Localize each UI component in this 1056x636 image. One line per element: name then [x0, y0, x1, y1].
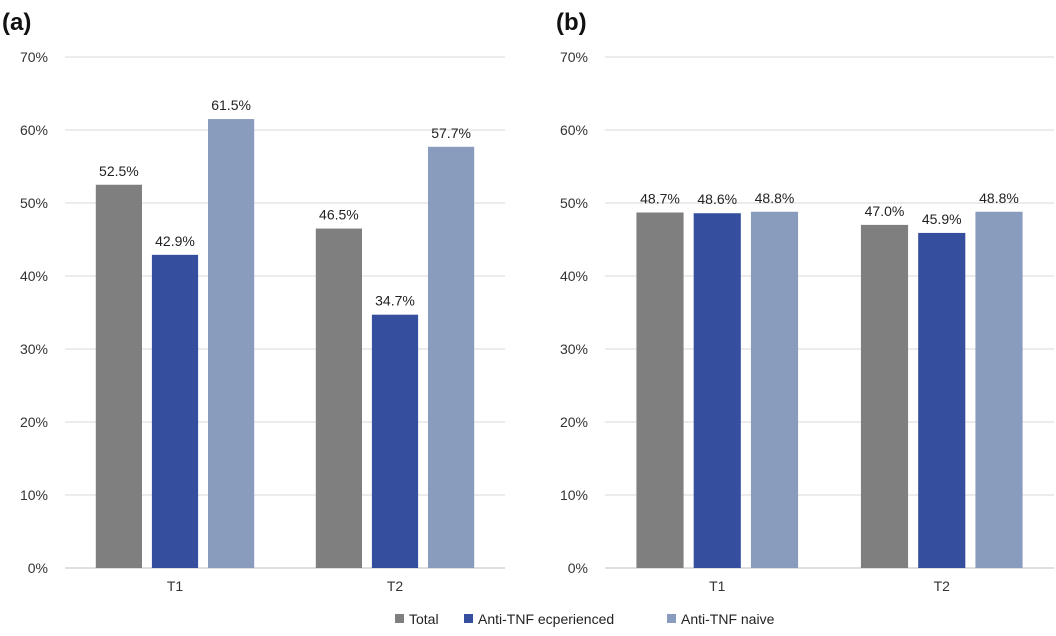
chart-panel-0: (a) 0% 10% 20% 30% 40% 50% 60% 70% 52.5% 42.9% 61.5…	[2, 9, 505, 594]
legend-entry: Anti-TNF ecperienced	[478, 611, 614, 627]
legend-swatch	[667, 614, 676, 623]
bar-anti-tnf-naive-t1	[208, 119, 255, 569]
data-label: 48.6%	[697, 191, 737, 207]
data-label: 42.9%	[155, 233, 195, 249]
bar-total-t1	[636, 212, 684, 569]
x-category-label: T2	[387, 578, 404, 594]
y-tick-label: 10%	[20, 487, 48, 503]
panel-label: (b)	[556, 9, 587, 36]
y-tick-label: 30%	[560, 341, 588, 357]
legend-entry: Anti-TNF naive	[681, 611, 775, 627]
data-label: 34.7%	[375, 293, 415, 309]
y-tick-label: 20%	[20, 414, 48, 430]
y-tick-label: 50%	[20, 195, 48, 211]
bar-anti-tnf-ecperienced-t2	[371, 314, 419, 568]
y-tick-label: 60%	[560, 122, 588, 138]
data-label: 47.0%	[865, 203, 905, 219]
data-label: 48.8%	[755, 190, 795, 206]
data-label: 52.5%	[99, 163, 139, 179]
chart-panel-1: (b) 0% 10% 20% 30% 40% 50% 60% 70% 48.7% 48.6% 48.8…	[556, 9, 1054, 594]
x-category-label: T1	[709, 578, 726, 594]
data-label: 48.8%	[979, 190, 1019, 206]
data-label: 57.7%	[431, 125, 471, 141]
y-tick-label: 30%	[20, 341, 48, 357]
bar-total-t2	[860, 224, 909, 568]
bar-total-t1	[95, 184, 142, 568]
data-label: 61.5%	[211, 97, 251, 113]
bar-total-t2	[315, 228, 362, 569]
y-tick-label: 10%	[560, 487, 588, 503]
y-tick-label: 50%	[560, 195, 588, 211]
y-tick-label: 40%	[20, 268, 48, 284]
y-tick-label: 60%	[20, 122, 48, 138]
bar-anti-tnf-ecperienced-t1	[151, 254, 199, 568]
y-tick-label: 70%	[560, 49, 588, 65]
bar-anti-tnf-naive-t2	[428, 146, 475, 569]
legend-entry: Total	[409, 611, 439, 627]
y-tick-label: 20%	[560, 414, 588, 430]
bar-anti-tnf-ecperienced-t1	[693, 213, 741, 568]
bar-anti-tnf-naive-t2	[975, 211, 1023, 568]
y-tick-label: 0%	[568, 560, 588, 576]
panel-label: (a)	[2, 9, 31, 36]
x-category-label: T1	[167, 578, 184, 594]
legend-swatch	[395, 614, 404, 623]
y-tick-label: 70%	[20, 49, 48, 65]
y-tick-label: 0%	[28, 560, 48, 576]
bar-anti-tnf-naive-t1	[750, 211, 799, 568]
data-label: 46.5%	[319, 207, 359, 223]
legend-swatch	[464, 614, 473, 623]
bar-anti-tnf-ecperienced-t2	[918, 232, 966, 568]
data-label: 45.9%	[922, 211, 962, 227]
x-category-label: T2	[934, 578, 951, 594]
y-tick-label: 40%	[560, 268, 588, 284]
legend: Total Anti-TNF ecperienced Anti-TNF naive	[395, 611, 775, 627]
data-label: 48.7%	[640, 190, 680, 206]
